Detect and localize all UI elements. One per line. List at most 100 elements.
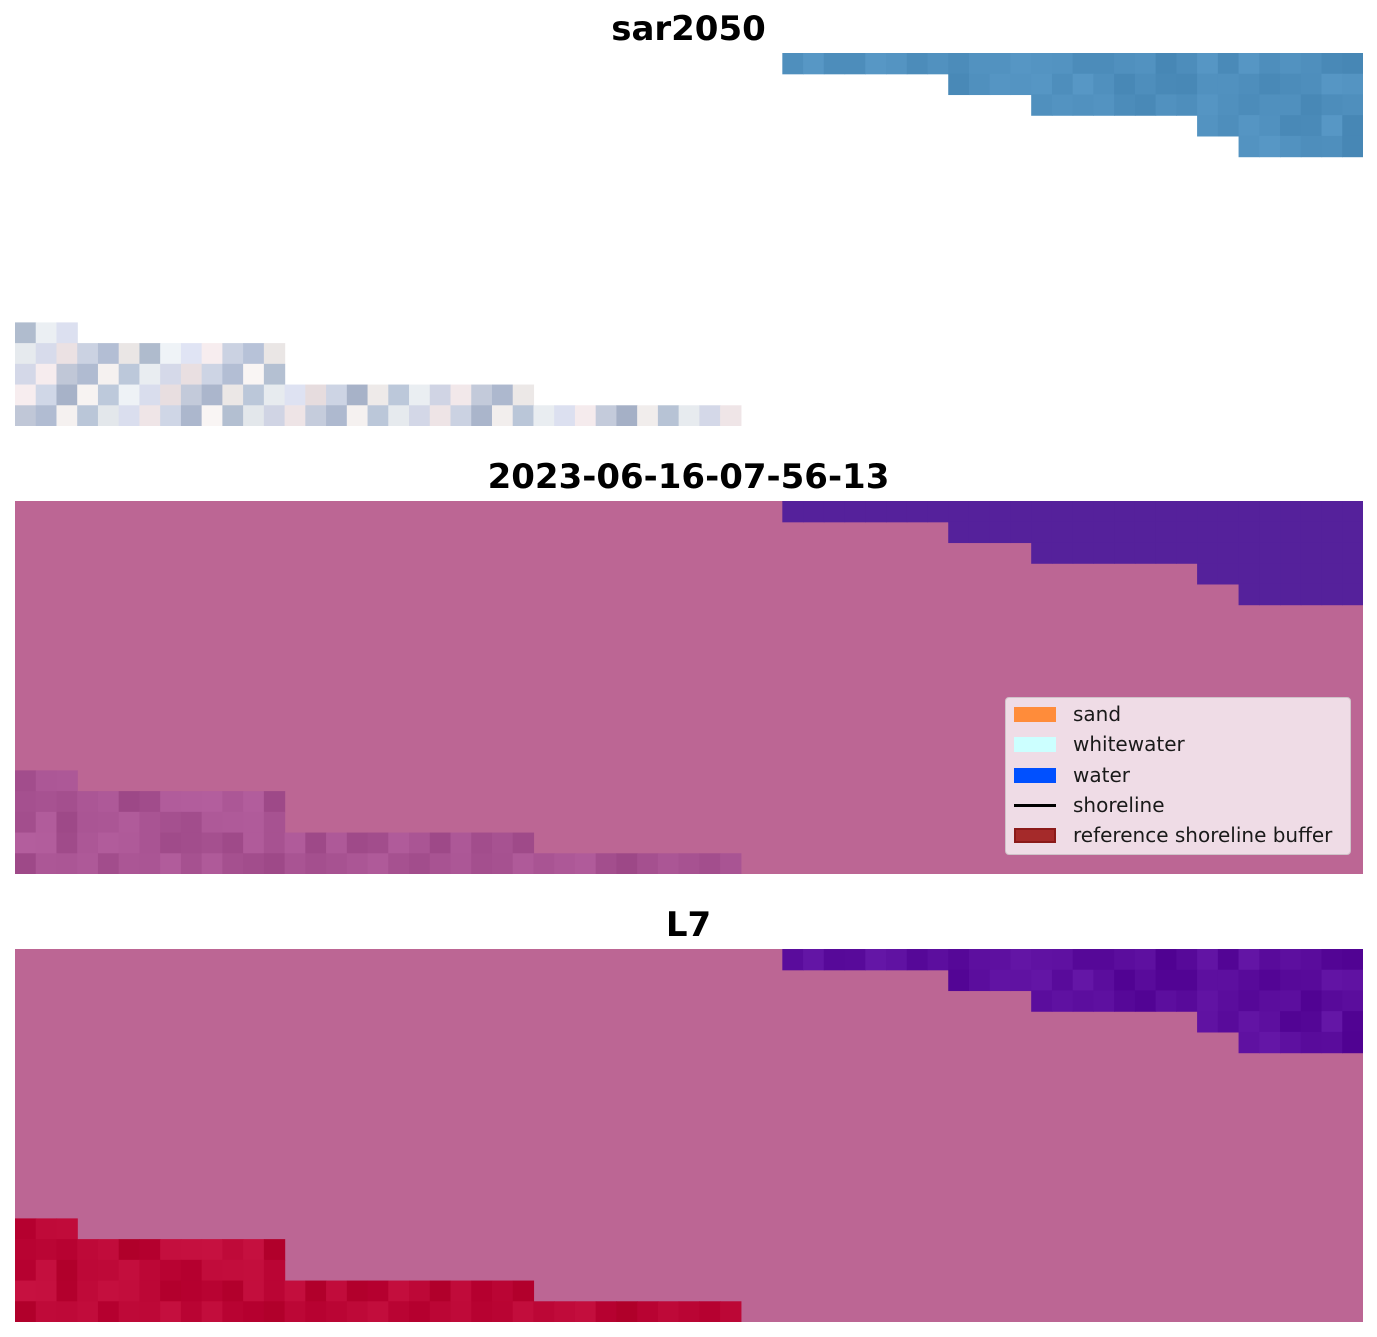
water-pixel (968, 501, 991, 523)
land-pixel (118, 1259, 141, 1282)
land-pixel (616, 1301, 638, 1322)
shoreline-line-swatch (1014, 803, 1056, 807)
land-pixel (429, 1301, 452, 1322)
land-pixel (243, 343, 265, 365)
land-pixel (77, 853, 99, 874)
water-pixel (1114, 542, 1136, 564)
land-pixel (512, 1301, 535, 1322)
water-pixel (1321, 990, 1343, 1012)
land-pixel (284, 1301, 306, 1322)
water-pixel (1093, 990, 1115, 1012)
legend: sand whitewater water shoreline referenc… (1005, 697, 1351, 855)
land-pixel (56, 791, 78, 813)
water-pixel (1197, 94, 1219, 116)
land-pixel (56, 1280, 78, 1302)
water-pixel (1280, 53, 1302, 75)
land-pixel (678, 853, 700, 874)
water-pixel (1197, 501, 1219, 523)
land-pixel (243, 791, 265, 813)
land-pixel (263, 363, 286, 386)
water-pixel (1300, 94, 1323, 116)
land-pixel (15, 811, 37, 834)
water-pixel (1093, 969, 1115, 992)
land-pixel (15, 322, 37, 344)
water-pixel (968, 73, 991, 96)
water-pixel (968, 949, 991, 971)
water-pixel (1342, 94, 1363, 116)
water-pixel (803, 53, 825, 75)
land-pixel (243, 1239, 265, 1261)
water-pixel (1217, 1011, 1240, 1033)
water-pixel (1238, 563, 1260, 585)
water-pixel (1321, 949, 1343, 971)
water-pixel (1176, 73, 1198, 96)
land-pixel (367, 832, 389, 854)
legend-item-whitewater: whitewater (1014, 732, 1185, 756)
land-pixel (139, 405, 161, 426)
land-pixel (554, 853, 576, 874)
water-pixel (1093, 53, 1115, 75)
land-pixel (139, 384, 161, 406)
land-pixel (471, 405, 493, 426)
water-pixel (1197, 53, 1219, 75)
land-pixel (512, 1280, 535, 1302)
water-pixel (1300, 542, 1323, 564)
water-pixel (1197, 521, 1219, 544)
land-pixel (699, 405, 721, 426)
water-pixel (1176, 94, 1198, 116)
water-pixel (1321, 53, 1343, 75)
land-pixel (346, 1280, 369, 1302)
water-pixel (1010, 949, 1032, 971)
land-pixel (97, 384, 120, 406)
water-pixel (1114, 73, 1136, 96)
land-pixel (56, 1218, 78, 1240)
land-pixel (346, 405, 369, 426)
land-pixel (409, 832, 431, 854)
water-pixel (1072, 542, 1094, 564)
water-pixel (948, 949, 970, 971)
water-pixel (1031, 73, 1053, 96)
water-pixel (1051, 969, 1074, 992)
land-pixel (77, 363, 99, 386)
water-pixel (1217, 563, 1240, 585)
land-pixel (180, 791, 203, 813)
land-pixel (139, 791, 161, 813)
water-pixel (1217, 969, 1240, 992)
land-pixel (201, 405, 223, 426)
water-pixel (1300, 501, 1323, 523)
water-pixel (989, 73, 1012, 96)
water-pixel (1300, 1011, 1323, 1033)
water-pixel (1238, 1011, 1260, 1033)
land-pixel (388, 384, 410, 406)
land-pixel (326, 405, 348, 426)
water-pixel (1280, 563, 1302, 585)
land-pixel (595, 405, 618, 426)
land-pixel (450, 384, 472, 406)
land-pixel (77, 1280, 99, 1302)
land-pixel (491, 384, 514, 406)
water-pixel (1342, 115, 1363, 137)
land-pixel (554, 1301, 576, 1322)
land-pixel (97, 405, 120, 426)
land-pixel (15, 1239, 37, 1261)
land-pixel (243, 1280, 265, 1302)
land-pixel (471, 384, 493, 406)
water-pixel (1072, 501, 1094, 523)
land-pixel (180, 811, 203, 834)
land-pixel (77, 1301, 99, 1322)
water-pixel (906, 949, 929, 971)
land-pixel (595, 853, 618, 874)
land-pixel (35, 405, 58, 426)
land-pixel (139, 811, 161, 834)
water-pixel (989, 949, 1012, 971)
land-pixel (139, 853, 161, 874)
land-pixel (118, 343, 141, 365)
land-pixel (15, 791, 37, 813)
water-pixel (1238, 501, 1260, 523)
land-pixel (15, 343, 37, 365)
land-pixel (56, 1259, 78, 1282)
land-pixel (263, 1301, 286, 1322)
land-pixel (637, 1301, 659, 1322)
water-pixel (1321, 94, 1343, 116)
water-pixel (1134, 969, 1157, 992)
